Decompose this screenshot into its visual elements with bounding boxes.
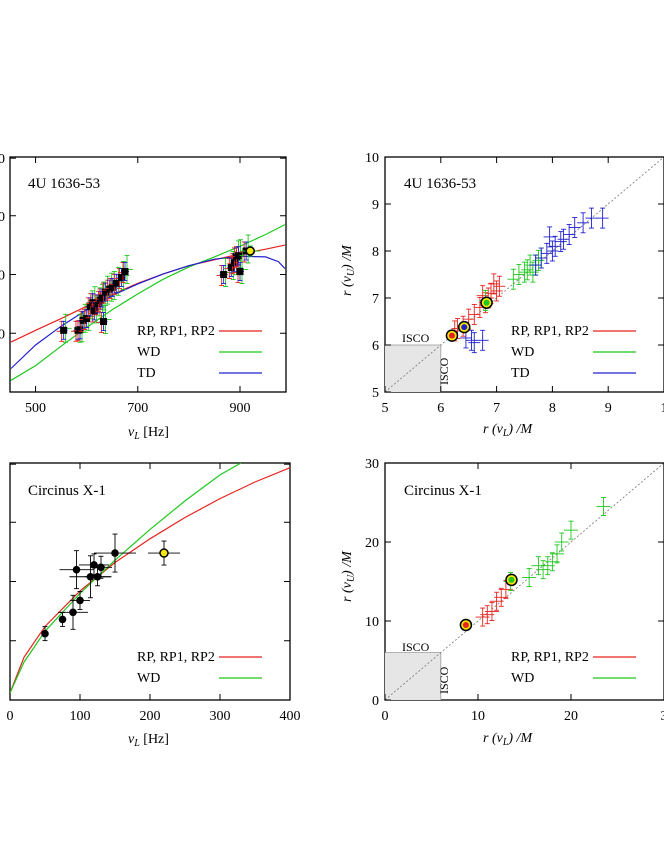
data-point [41, 629, 49, 638]
x-tick-label: 6 [437, 401, 444, 416]
model-curve [10, 255, 286, 369]
y-tick-label: 9 [372, 198, 379, 213]
data-point [236, 268, 244, 276]
data-point [102, 288, 110, 296]
data-point [69, 608, 77, 617]
data-point [111, 549, 119, 557]
data-point [86, 303, 94, 311]
highlight-core [508, 576, 515, 583]
panel-bl-title: Circinus X-1 [28, 483, 106, 499]
isco-label-tr-horizontal: ISCO [402, 331, 430, 345]
data-point [117, 273, 125, 281]
legend-br-rp-label: RP, RP1, RP2 [511, 650, 589, 665]
x-tick-label: 20 [564, 709, 578, 724]
x-tick-label: 700 [127, 401, 148, 416]
x-tick-label: 400 [280, 709, 301, 724]
legend-tl-wd-label: WD [137, 345, 160, 360]
data-point [83, 315, 91, 323]
data-point [90, 561, 98, 569]
panel-tr-title: 4U 1636-53 [404, 176, 476, 192]
panel-tl-xlabel: νL [Hz] [128, 425, 169, 442]
x-tick-label: 5 [382, 401, 389, 416]
x-tick-label: 7 [493, 401, 500, 416]
y-tick-label: 5 [372, 386, 379, 401]
data-point [234, 252, 242, 260]
data-point [58, 615, 67, 624]
isco-label-tr-vertical: ISCO [437, 357, 451, 385]
data-point [97, 563, 105, 572]
identity-line [384, 156, 664, 393]
y-tick-label: 10 [365, 151, 379, 166]
y-tick-label: 30 [365, 457, 379, 472]
y-tick-label: 8 [372, 245, 379, 260]
y-tick-label: 6 [372, 339, 379, 354]
panel-tr-ylabel: r (νU) /M [340, 244, 357, 296]
highlight-core [448, 332, 455, 339]
data-point [108, 283, 116, 291]
data-point [90, 307, 98, 315]
legend-bl-rp-label: RP, RP1, RP2 [137, 650, 215, 665]
panel-br-xlabel: r (νL) /M [483, 731, 533, 748]
y-tick-label: 20 [365, 536, 379, 551]
highlight-core [483, 299, 490, 306]
data-point [79, 316, 87, 324]
data-point [98, 294, 106, 302]
y-tick-label: 0 [0, 210, 5, 225]
x-tick-label: 3 [661, 709, 664, 724]
data-point [76, 596, 84, 605]
y-tick-label: 0 [0, 152, 5, 167]
legend-tr-wd-label: WD [511, 345, 534, 360]
y-tick-label: 0 [0, 269, 5, 284]
data-point [76, 326, 84, 334]
legend-bl-wd-label: WD [137, 671, 160, 686]
legend-tl-rp-label: RP, RP1, RP2 [137, 324, 215, 339]
x-tick-label: 200 [140, 709, 161, 724]
highlight-core [461, 324, 468, 331]
data-point [112, 279, 120, 287]
y-tick-label: 0 [0, 327, 5, 342]
highlight-point [245, 246, 255, 256]
panel-bl-xlabel: νL [Hz] [128, 732, 169, 749]
x-tick-label: 300 [210, 709, 231, 724]
data-point [227, 263, 235, 271]
legend-br-wd-label: WD [511, 671, 534, 686]
x-tick-label: 100 [70, 709, 91, 724]
panel-tr-xlabel: r (νL) /M [483, 422, 533, 439]
model-curve [10, 467, 290, 694]
y-tick-label: 7 [372, 292, 379, 307]
x-tick-label: 9 [605, 401, 612, 416]
panel-tr-frame [384, 156, 664, 393]
x-tick-label: 0 [382, 709, 389, 724]
y-tick-label: 10 [365, 615, 379, 630]
data-point [121, 268, 129, 276]
highlight-point [159, 548, 169, 558]
isco-label-br-horizontal: ISCO [402, 640, 430, 654]
isco-label-br-vertical: ISCO [437, 666, 451, 694]
y-tick-label: 0 [372, 694, 379, 709]
x-tick-label: 10 [471, 709, 485, 724]
x-tick-label: 8 [549, 401, 556, 416]
panel-br-ylabel: r (νU) /M [340, 550, 357, 602]
x-tick-label: 0 [7, 709, 14, 724]
panel-br-frame [384, 462, 664, 701]
data-point [89, 299, 97, 307]
panel-tl-title: 4U 1636-53 [28, 176, 100, 192]
data-point [100, 318, 108, 325]
legend-tl-td-label: TD [137, 366, 156, 381]
x-tick-label: 500 [25, 401, 46, 416]
data-point [60, 326, 68, 334]
legend-tr-td-label: TD [511, 366, 530, 381]
data-point [94, 300, 102, 308]
highlight-core [462, 621, 469, 628]
x-tick-label: 1 [661, 401, 664, 416]
data-point [93, 572, 102, 581]
data-point [220, 271, 228, 278]
data-point [72, 565, 81, 574]
identity-line [384, 462, 664, 701]
panel-br-title: Circinus X-1 [404, 483, 482, 499]
legend-tr-rp-label: RP, RP1, RP2 [511, 324, 589, 339]
x-tick-label: 900 [230, 401, 251, 416]
